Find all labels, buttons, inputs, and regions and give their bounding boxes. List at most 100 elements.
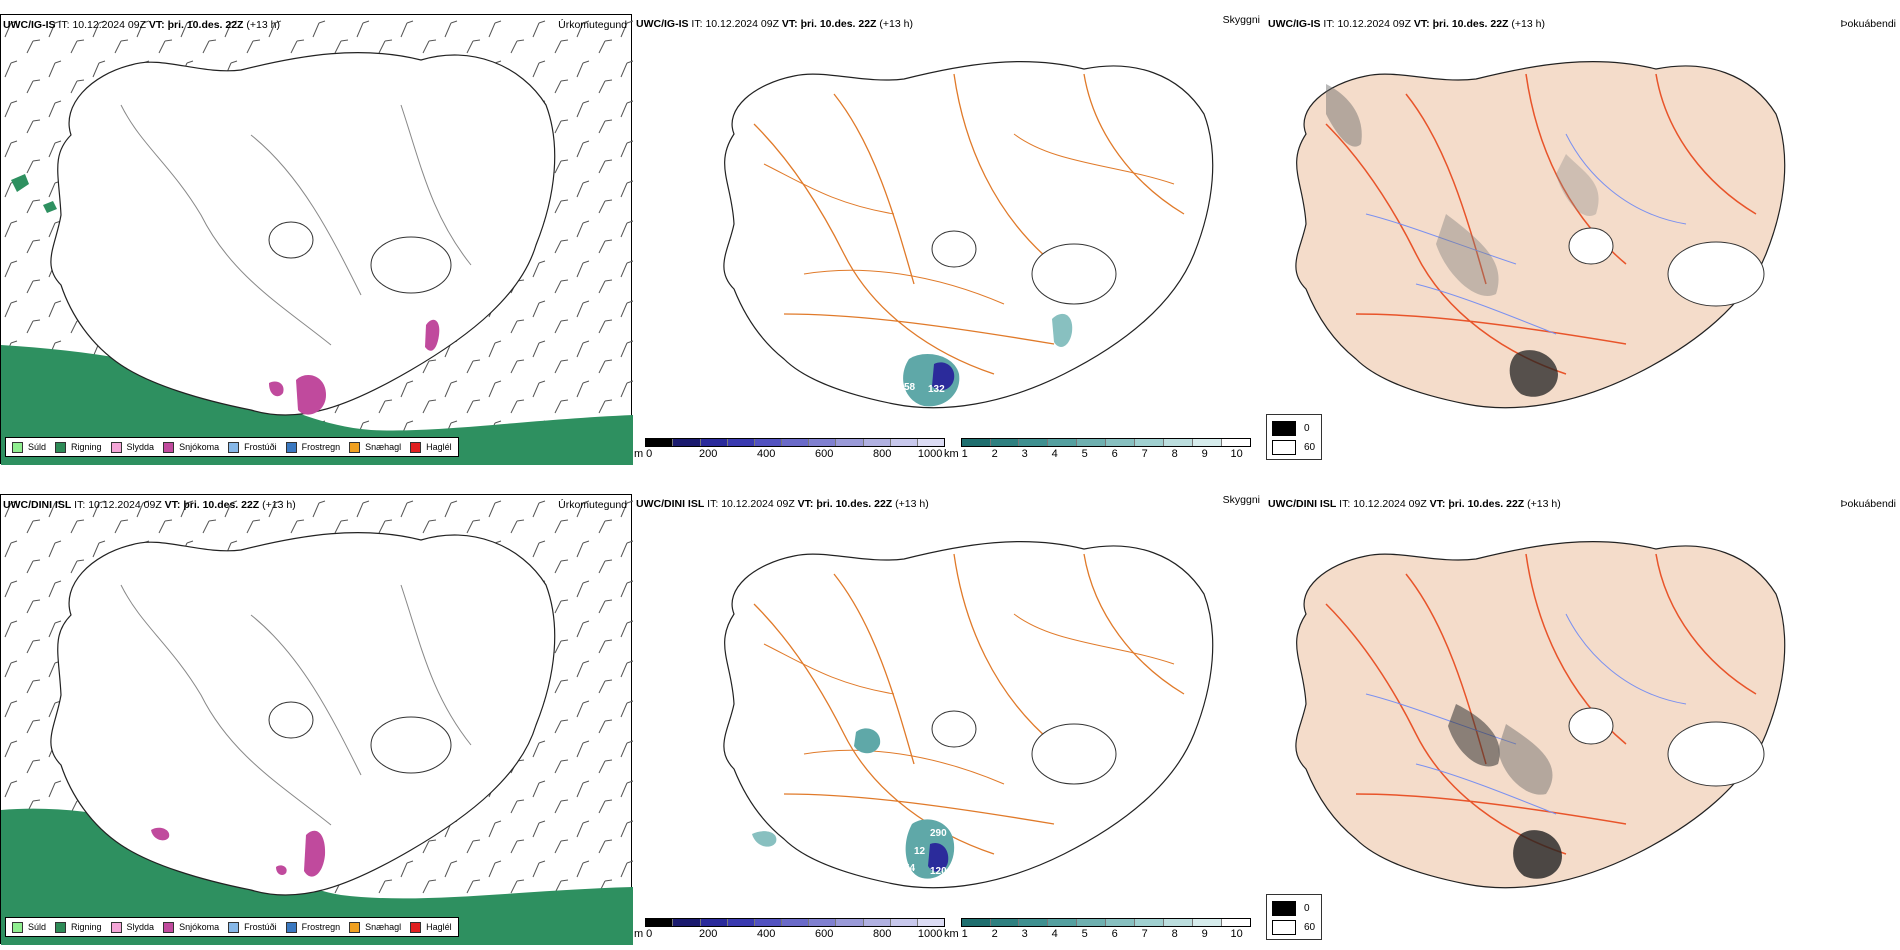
cbar-tick: 600 [814,448,834,460]
panel-header-top-fog: UWC/IG-IS IT: 10.12.2024 09Z VT: þri. 10… [1268,18,1545,30]
cbar-tick: 4 [1051,928,1058,940]
marker-label: 12 [914,846,926,857]
fog-map-bottom [1295,540,1786,889]
panel-title-precip-top: Úrkomutegund [558,19,627,31]
cbar-tick: 1000 [917,928,943,940]
cbar-tick: 8 [1171,448,1178,460]
cloudbase-colorbar-top: m 0 200 400 600 800 1000 [634,438,946,462]
marker-label: 132 [928,384,945,395]
cbar-tick: 6 [1111,928,1118,940]
cbar-unit: m [634,448,644,460]
cbar-tick: 8 [1171,928,1178,940]
fog-map-top [1295,60,1786,409]
cbar-cells [960,438,1251,447]
cbar-unit: m [634,928,644,940]
panel-header-top-precip: UWC/IG-IS IT: 10.12.2024 09Z VT: þri. 10… [3,19,280,31]
legend-swatch [285,441,297,453]
ceiling-panel-top: 132 58 UWC/IG-IS IT: 10.12.2024 09Z VT: … [634,14,1264,464]
precip-panel-bottom: UWC/DINI ISL IT: 10.12.2024 09Z VT: þri.… [0,494,633,945]
cbar-tick: 10 [1230,928,1243,940]
legend-item: Frostregn [285,441,340,453]
panel-header-bottom-precip: UWC/DINI ISL IT: 10.12.2024 09Z VT: þri.… [3,499,296,511]
legend-item: Haglél [410,921,452,933]
cbar-cells [645,918,946,927]
precip-legend-top: Súld Rigning Slydda Snjókoma Frostúði Fr… [5,437,459,457]
legend-swatch [349,921,361,933]
marker-label: 58 [904,382,916,393]
cbar-tick: 3 [1021,928,1028,940]
cbar-tick: 400 [756,448,776,460]
cbar-tick: 7 [1141,928,1148,940]
panel-title-fog-bottom: Þokuábendi [1840,498,1896,510]
cbar-tick: 400 [756,928,776,940]
cbar-tick: 2 [991,448,998,460]
legend-item: Snjókoma [163,441,219,453]
legend-swatch [410,921,422,933]
legend-item: Frostúði [228,441,277,453]
legend-swatch [349,441,361,453]
fog-panel-top: UWC/IG-IS IT: 10.12.2024 09Z VT: þri. 10… [1266,14,1900,464]
marker-label: 54 [904,863,916,874]
cbar-tick: 1 [961,928,968,940]
cbar-tick: 7 [1141,448,1148,460]
ceiling-map-bottom: 290 12 54 120 [723,540,1214,889]
cbar-tick: 2 [991,928,998,940]
cbar-unit: km [944,928,959,940]
panel-title-precip-bottom: Úrkomutegund [558,499,627,511]
legend-swatch [12,441,23,453]
panel-title-fog-top: Þokuábendi [1840,18,1896,30]
marker-label: 290 [930,828,947,839]
legend-item: Rigning [55,441,102,453]
visibility-colorbar-top: km 1 2 3 4 5 6 7 8 9 10 [944,438,1251,462]
legend-item: Snæhagl [349,441,401,453]
legend-swatch [228,921,240,933]
cbar-tick: 10 [1230,448,1243,460]
legend-item: Snæhagl [349,921,401,933]
panel-header-bottom-fog: UWC/DINI ISL IT: 10.12.2024 09Z VT: þri.… [1268,498,1561,510]
legend-swatch [110,921,122,933]
legend-item: Snjókoma [163,921,219,933]
visibility-colorbar-bottom: km 1 2 3 4 5 6 7 8 9 10 [944,918,1251,942]
legend-item: Slydda [110,441,154,453]
cbar-tick: 0 [646,448,653,460]
precip-map-bottom [1,495,633,945]
fog-swatch [1272,440,1296,455]
legend-swatch [163,921,175,933]
legend-swatch [55,921,67,933]
legend-swatch [410,441,422,453]
fog-swatch [1272,920,1296,935]
legend-swatch [285,921,297,933]
cbar-tick: 9 [1201,928,1208,940]
cbar-tick: 9 [1201,448,1208,460]
legend-swatch [228,441,240,453]
cbar-tick: 1000 [917,448,943,460]
precip-map-top [1,15,633,465]
legend-item: Frostregn [285,921,340,933]
cbar-cells [645,438,946,447]
cbar-tick: 5 [1081,448,1088,460]
cbar-tick: 800 [872,928,892,940]
legend-swatch [163,441,175,453]
cbar-tick: 200 [698,448,718,460]
legend-item: Haglél [410,441,452,453]
legend-item: Súld [12,441,46,453]
fog-legend-top: 0 60 [1266,414,1322,460]
fog-swatch [1272,421,1296,436]
legend-swatch [110,441,122,453]
cloudbase-colorbar-bottom: m 0 200 400 600 800 1000 [634,918,946,942]
cbar-tick: 4 [1051,448,1058,460]
fog-panel-bottom: UWC/DINI ISL IT: 10.12.2024 09Z VT: þri.… [1266,494,1900,944]
cbar-tick: 3 [1021,448,1028,460]
cbar-tick: 200 [698,928,718,940]
ceiling-map-top: 132 58 [723,60,1214,409]
panel-header-top-ceiling: UWC/IG-IS IT: 10.12.2024 09Z VT: þri. 10… [636,18,913,30]
legend-swatch [12,921,23,933]
cbar-tick: 5 [1081,928,1088,940]
cbar-unit: km [944,448,959,460]
legend-item: Rigning [55,921,102,933]
legend-swatch [55,441,67,453]
cbar-tick: 1 [961,448,968,460]
panel-title-ceiling-top: Skyggni [1222,14,1260,26]
ceiling-panel-bottom: 290 12 54 120 UWC/DINI ISL IT: 10.12.202… [634,494,1264,944]
marker-label: 120 [930,866,947,877]
